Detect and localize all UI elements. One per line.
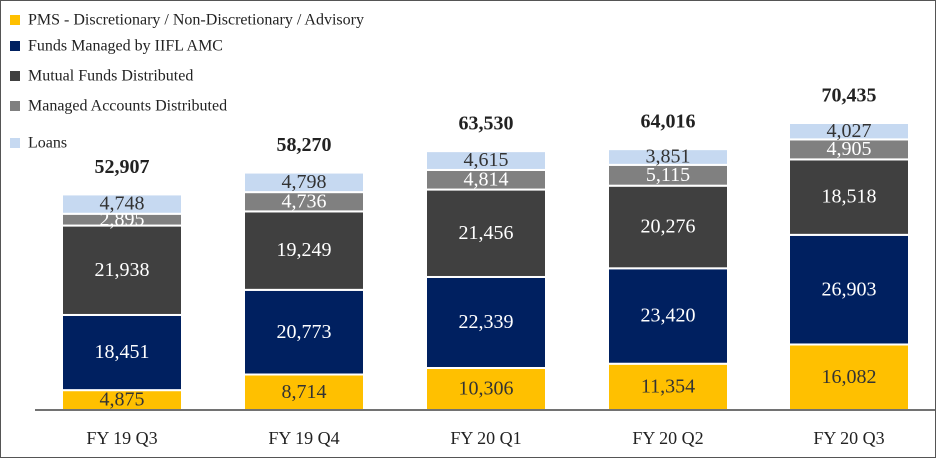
legend-swatch [10, 138, 20, 148]
value-label: 10,306 [459, 378, 514, 400]
total-label: 64,016 [641, 111, 696, 133]
value-label: 16,082 [822, 366, 877, 388]
bar-segment [61, 193, 183, 215]
category-label: FY 19 Q4 [268, 428, 339, 448]
category-label: FY 20 Q1 [450, 428, 521, 448]
legend-label: Mutual Funds Distributed [28, 68, 193, 85]
total-label: 52,907 [95, 156, 150, 178]
legend-label: Funds Managed by IIFL AMC [28, 38, 223, 55]
legend-swatch [10, 101, 20, 111]
value-label: 5,115 [646, 164, 690, 186]
value-label: 21,938 [95, 259, 150, 281]
category-label: FY 20 Q2 [632, 428, 703, 448]
bar-segment [425, 275, 547, 370]
value-label: 18,451 [95, 341, 150, 363]
bar-segment [607, 267, 729, 365]
total-label: 70,435 [822, 85, 877, 107]
value-label: 18,518 [822, 186, 877, 208]
value-label: 20,276 [641, 216, 696, 238]
value-label: 4,736 [282, 190, 327, 212]
value-label: 11,354 [641, 375, 695, 397]
value-label: 26,903 [822, 278, 877, 300]
bar-segment [788, 343, 910, 411]
total-label: 63,530 [459, 113, 514, 135]
bar-segment [788, 233, 910, 346]
value-label: 4,905 [827, 138, 872, 160]
category-label: FY 20 Q3 [813, 428, 884, 448]
legend-label: Loans [28, 135, 67, 152]
bar-segment [61, 313, 183, 392]
value-label: 4,798 [282, 171, 327, 193]
value-label: 8,714 [282, 381, 327, 403]
bar-segment [788, 158, 910, 236]
value-label: 3,851 [646, 146, 691, 168]
bar-segment [243, 288, 365, 376]
value-label: 20,773 [277, 321, 332, 343]
total-label: 58,270 [277, 134, 332, 156]
legend-label: Managed Accounts Distributed [28, 98, 227, 115]
bar-segment [425, 367, 547, 411]
bar-segment [425, 188, 547, 278]
value-label: 22,339 [459, 311, 514, 333]
legend-swatch [10, 41, 20, 51]
value-label: 4,814 [464, 168, 509, 190]
bar-segment [788, 122, 910, 141]
value-label: 23,420 [641, 305, 696, 327]
value-label: 4,875 [100, 389, 145, 411]
value-label: 4,615 [464, 149, 509, 171]
category-label: FY 19 Q3 [86, 428, 157, 448]
bar-segment [425, 150, 547, 171]
value-label: 4,748 [100, 193, 145, 215]
value-label: 4,027 [827, 120, 872, 142]
legend-label: PMS - Discretionary / Non-Discretionary … [28, 12, 364, 29]
value-label: 21,456 [459, 222, 514, 244]
legend-swatch [10, 15, 20, 25]
value-label: 19,249 [277, 239, 332, 261]
bar-segment [607, 184, 729, 270]
bar-segment [607, 148, 729, 166]
legend-swatch [10, 71, 20, 81]
bar-segment [243, 210, 365, 291]
bar-segment [243, 171, 365, 194]
